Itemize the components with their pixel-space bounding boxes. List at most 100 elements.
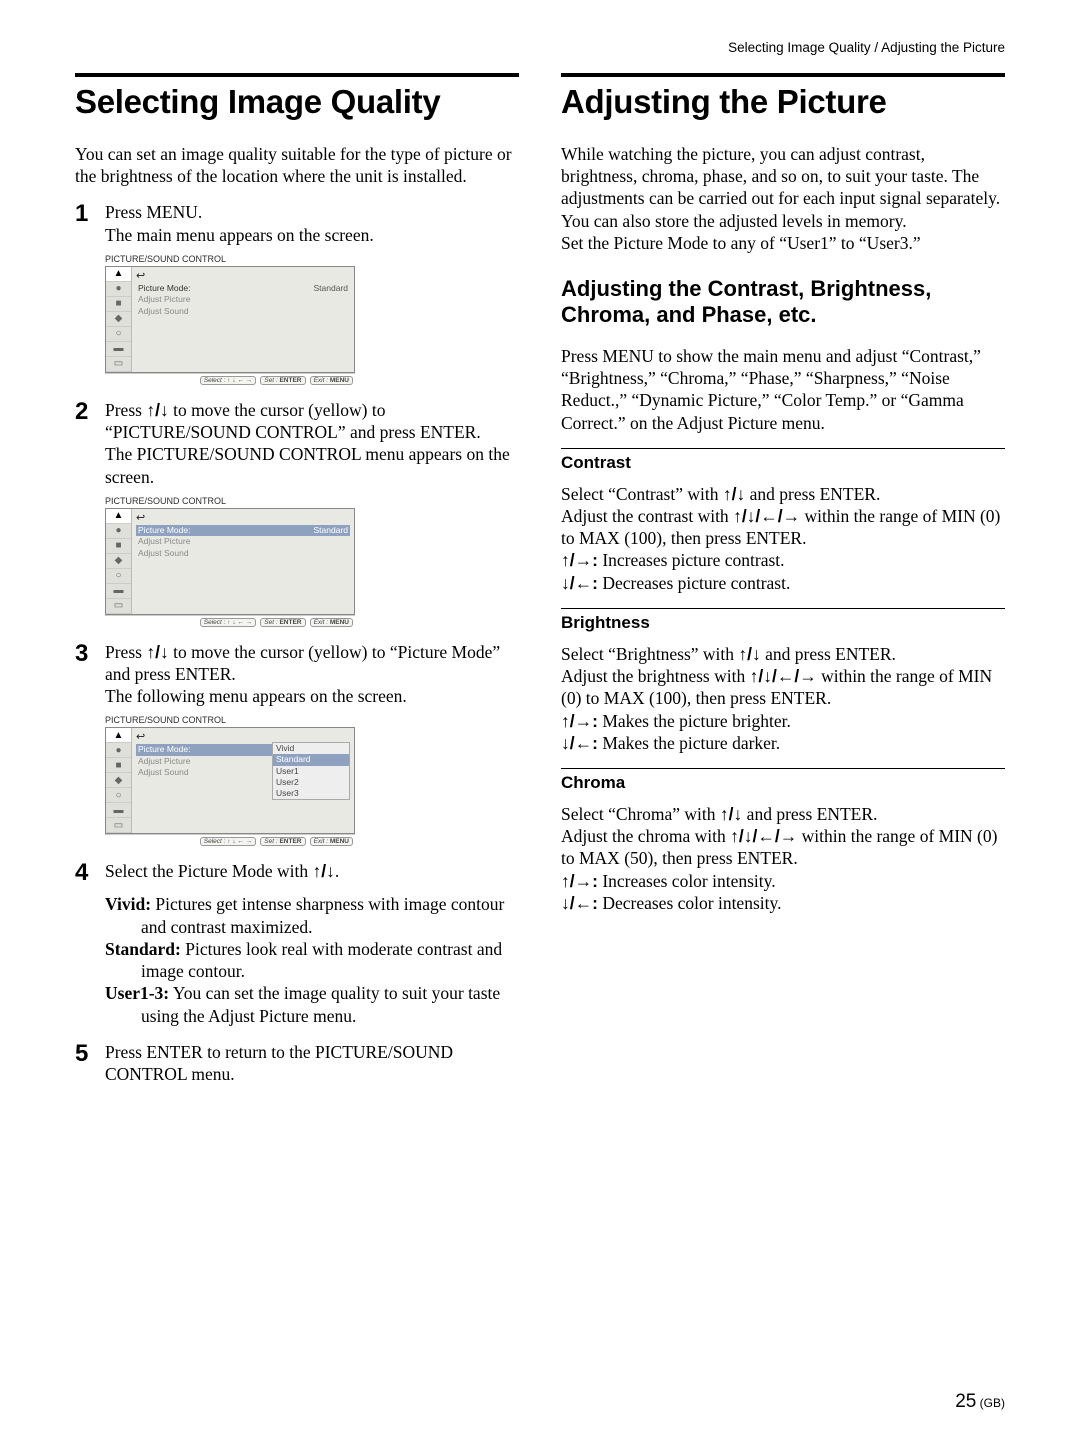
ms-row-k: Adjust Picture bbox=[138, 536, 190, 547]
chroma-p1: Select “Chroma” with ↑/↓ and press ENTER… bbox=[561, 803, 1005, 825]
ms-side-icon: ▲ bbox=[106, 728, 131, 743]
ms-footer-label: Set : ENTER bbox=[260, 376, 305, 385]
picklist-item: User3 bbox=[273, 788, 349, 799]
ms-side-icon: ▬ bbox=[106, 584, 131, 599]
right-title: Adjusting the Picture bbox=[561, 83, 1005, 121]
menu-screenshot-2: PICTURE/SOUND CONTROL ▲ ● ■ ◆ ○ ▬ ▭ ↩ Pi… bbox=[105, 496, 355, 627]
ms-footer-label: Select : ↑ ↓ ← → bbox=[200, 618, 256, 627]
step-body: Press ↑/↓ to move the cursor (yellow) to… bbox=[105, 641, 519, 708]
ms-footer-label: Exit : MENU bbox=[310, 837, 353, 846]
t: Select “Chroma” with bbox=[561, 804, 720, 824]
ms-side-icon: ○ bbox=[106, 569, 131, 584]
step-number: 4 bbox=[75, 860, 105, 885]
ms-side-icon: ◆ bbox=[106, 773, 131, 788]
user-val: You can set the image quality to suit yo… bbox=[141, 983, 500, 1025]
picklist-item-selected: Standard bbox=[273, 754, 349, 765]
ms-footer: Select : ↑ ↓ ← → Set : ENTER Exit : MENU bbox=[105, 373, 355, 385]
ms-row-k: Adjust Sound bbox=[138, 767, 189, 778]
ms-side-icon: ○ bbox=[106, 327, 131, 342]
standard-val: Pictures look real with moderate contras… bbox=[141, 939, 502, 981]
ms-footer-label: Exit : MENU bbox=[310, 618, 353, 627]
ms-row-k: Adjust Picture bbox=[138, 294, 190, 305]
ms-side-icon: ○ bbox=[106, 788, 131, 803]
updown-arrow-icon: ↑/↓ bbox=[313, 861, 335, 881]
all-arrow-icon: ↑/↓/←/→ bbox=[730, 826, 797, 846]
ms-footer-label: Exit : MENU bbox=[310, 376, 353, 385]
ms-footer-label: Set : ENTER bbox=[260, 837, 305, 846]
all-arrow-icon: ↑/↓/←/→ bbox=[733, 506, 800, 526]
contrast-heading: Contrast bbox=[561, 453, 1005, 473]
step4-l1b: . bbox=[335, 861, 339, 881]
step1-line2: The main menu appears on the screen. bbox=[105, 225, 374, 245]
t: and press ENTER. bbox=[742, 804, 877, 824]
upright-arrow-icon: ↑/→: bbox=[561, 711, 598, 731]
ms-row-k: Picture Mode: bbox=[138, 744, 190, 755]
ms-side-icon: ◆ bbox=[106, 554, 131, 569]
page-number: 25 (GB) bbox=[955, 1391, 1005, 1413]
t: Makes the picture brighter. bbox=[598, 711, 791, 731]
step4-standard: Standard: Pictures look real with modera… bbox=[105, 938, 519, 982]
downleft-arrow-icon: ↓/←: bbox=[561, 893, 598, 913]
left-title: Selecting Image Quality bbox=[75, 83, 519, 121]
user-key: User1-3: bbox=[105, 983, 169, 1003]
picklist-item: User2 bbox=[273, 777, 349, 788]
ms-footer: Select : ↑ ↓ ← → Set : ENTER Exit : MENU bbox=[105, 834, 355, 846]
step-2: 2 Press ↑/↓ to move the cursor (yellow) … bbox=[75, 399, 519, 488]
t: Select “Contrast” with bbox=[561, 484, 723, 504]
vivid-val: Pictures get intense sharpness with imag… bbox=[141, 894, 504, 936]
updown-arrow-icon: ↑/↓ bbox=[720, 804, 742, 824]
ms-sidebar: ▲ ● ■ ◆ ○ ▬ ▭ bbox=[106, 728, 132, 833]
right-intro: While watching the picture, you can adju… bbox=[561, 143, 1005, 232]
t: Adjust the chroma with bbox=[561, 826, 730, 846]
ms-side-icon: ▭ bbox=[106, 599, 131, 614]
ms-back-icon: ↩ bbox=[136, 511, 350, 524]
section-rule bbox=[561, 608, 1005, 609]
running-header: Selecting Image Quality / Adjusting the … bbox=[75, 40, 1005, 55]
t: Adjust the brightness with bbox=[561, 666, 750, 686]
brightness-p2: Adjust the brightness with ↑/↓/←/→ withi… bbox=[561, 665, 1005, 709]
ms-sidebar: ▲ ● ■ ◆ ○ ▬ ▭ bbox=[106, 509, 132, 614]
step-body: Press ENTER to return to the PICTURE/SOU… bbox=[105, 1041, 519, 1085]
updown-arrow-icon: ↑/↓ bbox=[738, 644, 760, 664]
ms-row-k: Adjust Sound bbox=[138, 548, 189, 559]
page-num-big: 25 bbox=[955, 1391, 976, 1412]
updown-arrow-icon: ↑/↓ bbox=[146, 400, 168, 420]
step-number: 5 bbox=[75, 1041, 105, 1066]
ms-side-icon: ▭ bbox=[106, 818, 131, 833]
upright-arrow-icon: ↑/→: bbox=[561, 550, 598, 570]
ms-row-k: Picture Mode: bbox=[138, 525, 190, 536]
all-arrow-icon: ↑/↓/←/→ bbox=[750, 666, 817, 686]
t: Decreases picture contrast. bbox=[598, 573, 790, 593]
right-subintro: Press MENU to show the main menu and adj… bbox=[561, 345, 1005, 434]
step-body: Press ↑/↓ to move the cursor (yellow) to… bbox=[105, 399, 519, 488]
t: Adjust the contrast with bbox=[561, 506, 733, 526]
t: Decreases color intensity. bbox=[598, 893, 782, 913]
ms-row-selected: Picture Mode: Standard bbox=[136, 525, 350, 536]
contrast-b1: ↑/→: Increases picture contrast. bbox=[561, 549, 1005, 571]
ms-side-icon: ■ bbox=[106, 758, 131, 773]
step3-l1a: Press bbox=[105, 642, 146, 662]
contrast-p2: Adjust the contrast with ↑/↓/←/→ within … bbox=[561, 505, 1005, 549]
t: Select “Brightness” with bbox=[561, 644, 738, 664]
t: and press ENTER. bbox=[745, 484, 880, 504]
ms-content: ↩ Picture Mode:Standard Adjust Picture A… bbox=[132, 267, 354, 372]
step4-l1a: Select the Picture Mode with bbox=[105, 861, 313, 881]
chroma-heading: Chroma bbox=[561, 773, 1005, 793]
upright-arrow-icon: ↑/→: bbox=[561, 871, 598, 891]
vivid-key: Vivid: bbox=[105, 894, 151, 914]
ms-row-k: Adjust Picture bbox=[138, 756, 190, 767]
right-column: Adjusting the Picture While watching the… bbox=[561, 73, 1005, 1093]
ms-footer: Select : ↑ ↓ ← → Set : ENTER Exit : MENU bbox=[105, 615, 355, 627]
ms-side-icon: ▲ bbox=[106, 267, 131, 282]
ms-row-v: Standard bbox=[314, 525, 349, 536]
ms-title: PICTURE/SOUND CONTROL bbox=[105, 715, 355, 725]
step2-l2: The PICTURE/SOUND CONTROL menu appears o… bbox=[105, 444, 510, 486]
ms-side-icon: ▲ bbox=[106, 509, 131, 524]
contrast-p1: Select “Contrast” with ↑/↓ and press ENT… bbox=[561, 483, 1005, 505]
t: Increases picture contrast. bbox=[598, 550, 785, 570]
step-body: Select the Picture Mode with ↑/↓. bbox=[105, 860, 519, 882]
ms-footer-label: Select : ↑ ↓ ← → bbox=[200, 837, 256, 846]
title-rule bbox=[561, 73, 1005, 77]
ms-row: Picture Mode:Standard bbox=[136, 283, 350, 294]
step-1: 1 Press MENU. The main menu appears on t… bbox=[75, 201, 519, 245]
